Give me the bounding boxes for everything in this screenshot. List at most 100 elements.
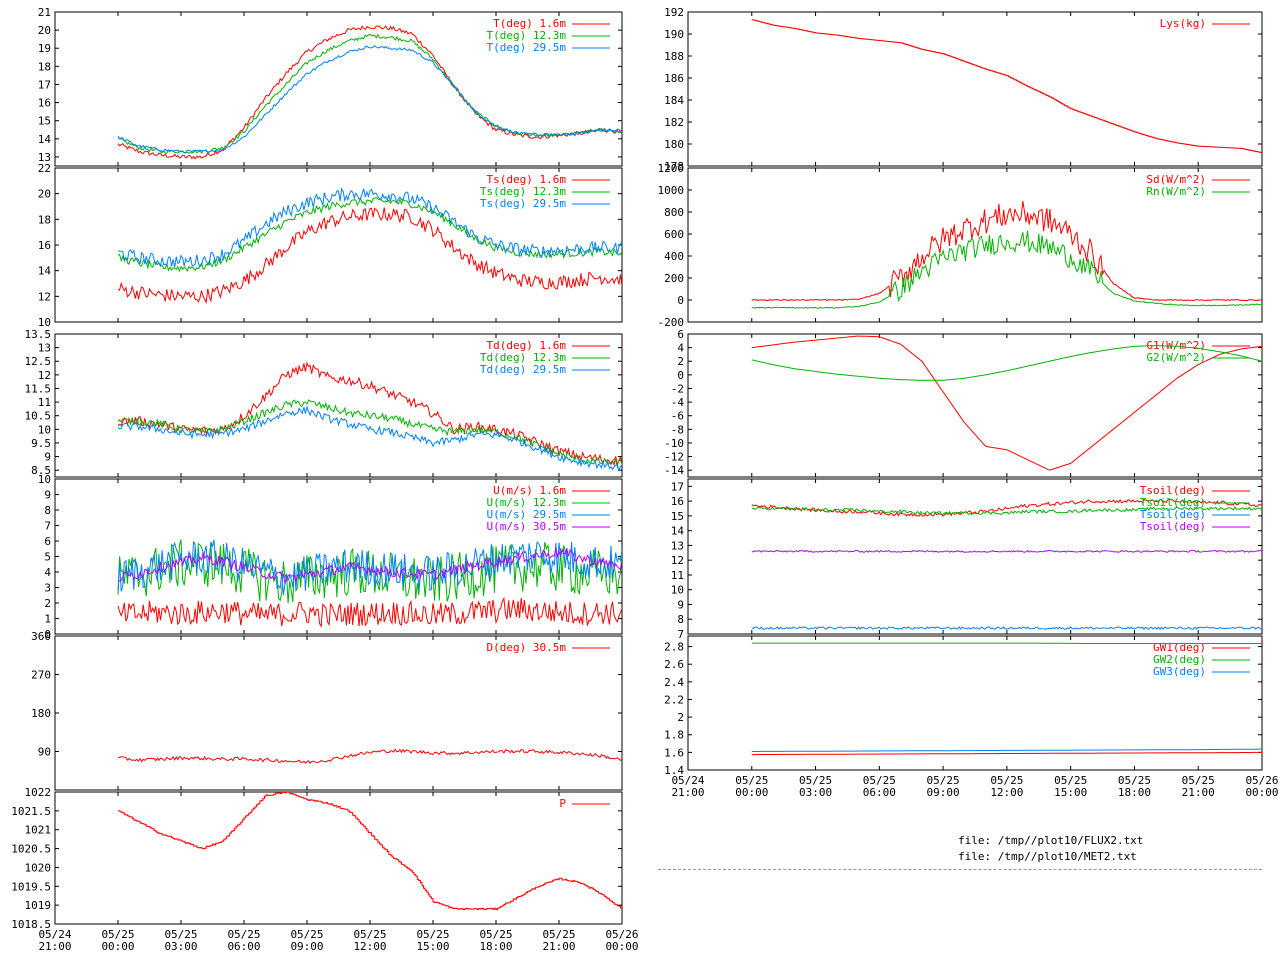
legend-label: Ts(deg) 29.5m <box>480 197 566 210</box>
y-tick-label: 0 <box>44 628 51 641</box>
y-tick-label: 7 <box>44 520 51 533</box>
series-line <box>751 200 1262 302</box>
y-tick-label: 7 <box>677 628 684 641</box>
series-line <box>751 498 1262 517</box>
file-name-flux: file: /tmp//plot10/FLUX2.txt <box>958 834 1144 847</box>
y-tick-label: 2.8 <box>664 641 684 654</box>
y-tick-label: -10 <box>664 437 684 450</box>
x-tick-label: 05/25 <box>479 928 512 941</box>
series-line <box>751 230 1262 309</box>
chart-panel-GW: 1.41.61.822.22.42.62.805/2421:0005/2500:… <box>664 635 1279 799</box>
y-tick-label: 90 <box>38 746 51 759</box>
series-line <box>117 187 622 268</box>
legend-label: U(m/s) 30.5m <box>487 520 567 533</box>
y-tick-label: 20 <box>38 188 51 201</box>
legend-label: Tsoil(deg) <box>1140 508 1206 521</box>
y-tick-label: 15 <box>38 115 51 128</box>
y-tick-label: 17 <box>671 480 684 493</box>
y-tick-label: 180 <box>664 138 684 151</box>
legend-label: Td(deg) 12.3m <box>480 351 566 364</box>
chart-panel-P: 1018.5 1019 1019.5 1020 1020.5 1021 1021.5 1022… <box>11 786 638 953</box>
y-tick-label: 22 <box>38 162 51 175</box>
series-line <box>751 751 1262 756</box>
y-tick-label: 0 <box>677 294 684 307</box>
y-tick-label: -14 <box>664 464 684 477</box>
x-tick-label: 05/25 <box>1118 774 1151 787</box>
plot-frame <box>54 635 623 791</box>
x-tick-label: 03:00 <box>799 786 832 799</box>
y-tick-label: 21 <box>38 6 51 19</box>
y-tick-label: 188 <box>664 50 684 63</box>
y-tick-label: 178 <box>664 160 684 173</box>
legend-label: U(m/s) 29.5m <box>487 508 567 521</box>
series-line <box>751 335 1262 471</box>
y-tick-label: 180 <box>31 707 51 720</box>
series-line <box>117 539 622 604</box>
y-tick-label: 1.4 <box>664 764 684 777</box>
y-tick-label: 1022 <box>25 786 52 799</box>
plot-frame <box>54 11 623 167</box>
y-tick-label: 2 <box>677 355 684 368</box>
y-tick-label: 5 <box>44 551 51 564</box>
legend-label: D(deg) 30.5m <box>487 641 567 654</box>
y-tick-label: -2 <box>671 382 684 395</box>
series-line <box>117 196 622 273</box>
y-tick-label: 4 <box>677 342 684 355</box>
x-tick-label: 05/25 <box>416 928 449 941</box>
legend-label: P <box>559 797 566 810</box>
legend-label: Lys(kg) <box>1160 17 1206 30</box>
y-tick-label: 2.4 <box>664 676 684 689</box>
x-tick-label: 00:00 <box>605 940 638 953</box>
y-tick-label: 16 <box>38 239 51 252</box>
y-tick-label: -6 <box>671 410 684 423</box>
series-line <box>117 546 622 586</box>
x-tick-label: 05/25 <box>101 928 134 941</box>
x-tick-label: 05/25 <box>799 774 832 787</box>
y-tick-label: 600 <box>664 228 684 241</box>
y-tick-label: 16 <box>671 495 684 508</box>
x-tick-label: 05/25 <box>1182 774 1215 787</box>
legend-label: Rn(W/m^2) <box>1146 185 1206 198</box>
y-tick-label: 11.5 <box>25 382 52 395</box>
y-tick-label: -12 <box>664 451 684 464</box>
y-tick-label: 10 <box>671 584 684 597</box>
x-tick-label: 06:00 <box>227 940 260 953</box>
y-tick-label: 9 <box>44 489 51 502</box>
y-tick-label: 4 <box>44 566 51 579</box>
series-line <box>117 207 622 304</box>
y-tick-label: 800 <box>664 206 684 219</box>
y-tick-label: 6 <box>44 535 51 548</box>
y-tick-label: 2.6 <box>664 658 684 671</box>
y-tick-label: 16 <box>38 97 51 110</box>
y-tick-label: 8.5 <box>31 464 51 477</box>
plot-frame <box>687 167 1263 323</box>
y-tick-label: 192 <box>664 6 684 19</box>
y-tick-label: 13 <box>671 539 684 552</box>
y-tick-label: 14 <box>38 133 52 146</box>
x-tick-label: 12:00 <box>990 786 1023 799</box>
y-tick-label: 1019 <box>25 899 52 912</box>
y-tick-label: 3 <box>44 582 51 595</box>
y-tick-label: 1 <box>44 613 51 626</box>
y-tick-label: 13.5 <box>25 328 52 341</box>
y-tick-label: 18 <box>38 213 51 226</box>
x-tick-label: 05/25 <box>227 928 260 941</box>
y-tick-label: 12 <box>671 554 684 567</box>
x-tick-label: 05/25 <box>353 928 386 941</box>
plot-frame <box>687 333 1263 478</box>
y-tick-label: -4 <box>671 396 685 409</box>
legend-label: Ts(deg) 1.6m <box>487 173 567 186</box>
legend-label: G2(W/m^2) <box>1146 351 1206 364</box>
x-tick-label: 12:00 <box>353 940 386 953</box>
series-line <box>751 506 1262 516</box>
y-tick-label: 8 <box>44 504 51 517</box>
legend-label: GW2(deg) <box>1153 653 1206 666</box>
x-tick-label: 05/25 <box>927 774 960 787</box>
legend-label: T(deg) 1.6m <box>493 17 566 30</box>
chart-panel-T: 13 14 15 16 17 18 19 20 21 T(deg) 1.6mT(deg) 12.3… <box>38 6 623 167</box>
y-tick-label: 10 <box>38 473 51 486</box>
y-tick-label: 6 <box>677 328 684 341</box>
